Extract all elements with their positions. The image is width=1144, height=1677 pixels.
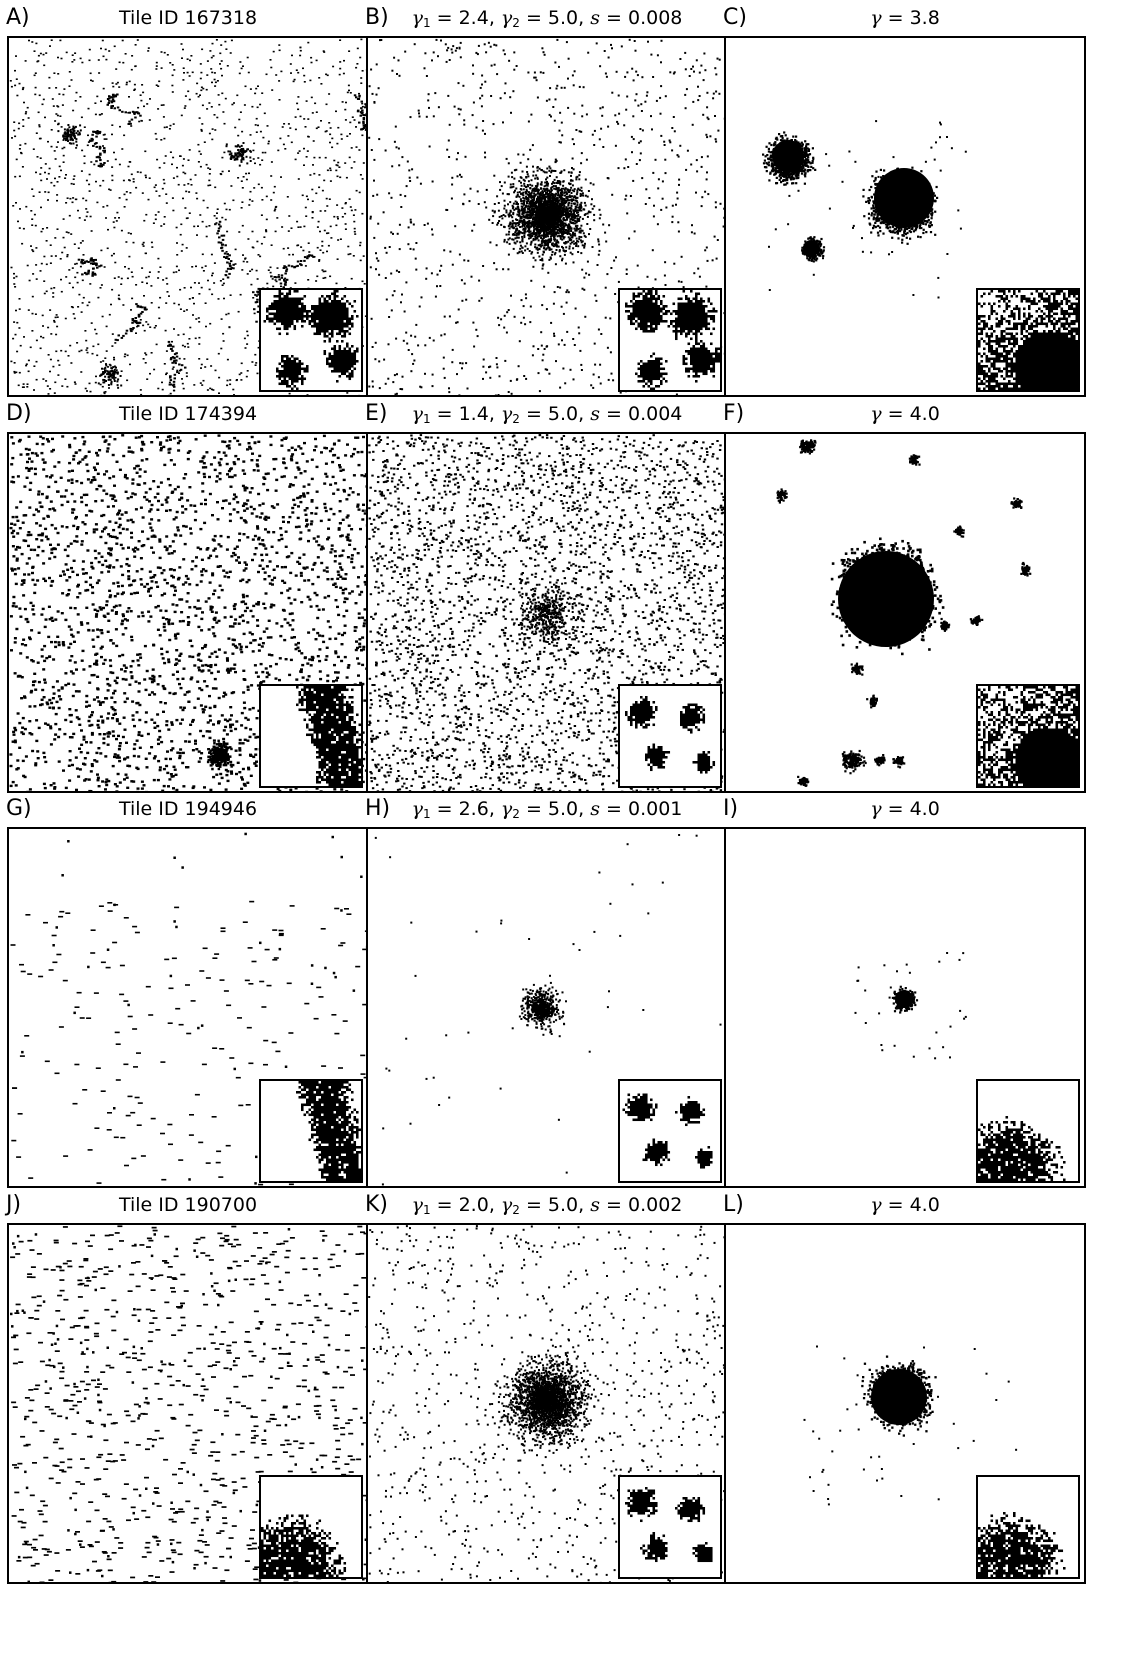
zoom-inset xyxy=(976,684,1080,788)
panel-title: Tile ID 174394 xyxy=(7,403,369,425)
gamma2-value: 5.0 xyxy=(548,403,578,425)
inset-pattern xyxy=(978,1116,1066,1181)
point-pattern xyxy=(776,439,1032,787)
panel-letter: D) xyxy=(6,402,32,426)
point-pattern xyxy=(9,434,367,791)
gamma1-value: 2.4 xyxy=(459,7,489,29)
gamma1-value: 2.0 xyxy=(459,1194,489,1216)
zoom-inset xyxy=(259,1475,363,1579)
zoom-inset xyxy=(618,1079,722,1183)
panel-image xyxy=(724,827,1086,1188)
gamma1-value: 2.6 xyxy=(459,798,489,820)
panel-image xyxy=(366,36,728,397)
panel-title: γ = 3.8 xyxy=(724,7,1086,29)
point-pattern xyxy=(10,1225,367,1582)
panel-title: γ = 4.0 xyxy=(724,1194,1086,1216)
inset-pattern xyxy=(622,1093,713,1169)
panel-e: E) γ1 = 1.4, γ2 = 5.0, s = 0.004 xyxy=(365,396,728,793)
panel-image xyxy=(366,827,728,1188)
panel-l: L) γ = 4.0 xyxy=(723,1187,1086,1584)
gamma-value: 4.0 xyxy=(910,1194,940,1216)
panel-title: Tile ID 167318 xyxy=(7,7,369,29)
panel-title: Tile ID 190700 xyxy=(7,1194,369,1216)
zoom-inset xyxy=(976,288,1080,392)
gamma2-value: 5.0 xyxy=(548,1194,578,1216)
panel-title: γ1 = 2.4, γ2 = 5.0, s = 0.008 xyxy=(366,7,728,34)
panel-j: J) Tile ID 190700 xyxy=(6,1187,369,1584)
gamma-value: 3.8 xyxy=(910,7,940,29)
panel-i: I) γ = 4.0 xyxy=(723,791,1086,1188)
panel-letter: E) xyxy=(365,402,387,426)
panel-letter: C) xyxy=(723,6,747,30)
zoom-inset xyxy=(618,684,722,788)
inset-pattern xyxy=(625,290,720,390)
gamma2-value: 5.0 xyxy=(548,798,578,820)
panel-title: Tile ID 194946 xyxy=(7,798,369,820)
panel-image xyxy=(366,1223,728,1584)
s-value: 0.004 xyxy=(628,403,682,425)
inset-pattern xyxy=(625,1487,713,1563)
panel-g: G) Tile ID 194946 xyxy=(6,791,369,1188)
panel-c: C) γ = 3.8 xyxy=(723,0,1086,397)
point-pattern xyxy=(803,1345,1018,1506)
zoom-inset xyxy=(259,288,363,392)
point-pattern xyxy=(762,120,967,299)
panel-image xyxy=(724,36,1086,397)
panel-title: γ1 = 2.0, γ2 = 5.0, s = 0.002 xyxy=(366,1194,728,1221)
point-pattern xyxy=(854,952,967,1060)
zoom-inset xyxy=(618,288,722,392)
inset-pattern xyxy=(296,1081,361,1181)
inset-pattern xyxy=(261,1514,347,1577)
panel-title: γ = 4.0 xyxy=(724,403,1086,425)
gamma-value: 4.0 xyxy=(910,798,940,820)
panel-f: F) γ = 4.0 xyxy=(723,396,1086,793)
panel-image xyxy=(366,432,728,793)
s-value: 0.001 xyxy=(628,798,682,820)
zoom-inset xyxy=(976,1475,1080,1579)
zoom-inset xyxy=(976,1079,1080,1183)
panel-letter: J) xyxy=(6,1193,21,1217)
panel-image xyxy=(724,432,1086,793)
panel-letter: B) xyxy=(365,6,389,30)
panel-d: D) Tile ID 174394 xyxy=(6,396,369,793)
zoom-inset xyxy=(259,1079,363,1183)
inset-pattern xyxy=(978,290,1078,390)
panel-letter: L) xyxy=(723,1193,744,1217)
zoom-inset xyxy=(618,1475,722,1579)
panel-k: K) γ1 = 2.0, γ2 = 5.0, s = 0.002 xyxy=(365,1187,728,1584)
panel-letter: K) xyxy=(365,1193,388,1217)
panel-image xyxy=(724,1223,1086,1584)
panel-letter: H) xyxy=(365,797,390,821)
panel-image xyxy=(7,1223,369,1584)
zoom-inset xyxy=(259,684,363,788)
panel-title: γ = 4.0 xyxy=(724,798,1086,820)
inset-pattern xyxy=(625,696,716,774)
point-pattern xyxy=(374,834,722,1186)
point-pattern xyxy=(368,38,726,395)
gamma2-value: 5.0 xyxy=(548,7,578,29)
panel-a: A) Tile ID 167318 xyxy=(6,0,369,397)
inset-pattern xyxy=(263,290,359,390)
inset-pattern xyxy=(978,1512,1066,1577)
panel-image xyxy=(7,432,369,793)
panel-b: B) γ1 = 2.4, γ2 = 5.0, s = 0.008 xyxy=(365,0,728,397)
panel-image xyxy=(7,36,369,397)
s-value: 0.008 xyxy=(628,7,682,29)
panel-letter: A) xyxy=(6,6,30,30)
panel-image xyxy=(7,827,369,1188)
gamma1-value: 1.4 xyxy=(459,403,489,425)
panel-letter: I) xyxy=(723,797,738,821)
panel-title: γ1 = 1.4, γ2 = 5.0, s = 0.004 xyxy=(366,403,728,430)
panel-letter: F) xyxy=(723,402,744,426)
inset-pattern xyxy=(978,686,1078,786)
panel-letter: G) xyxy=(6,797,32,821)
s-value: 0.002 xyxy=(628,1194,682,1216)
panel-h: H) γ1 = 2.6, γ2 = 5.0, s = 0.001 xyxy=(365,791,728,1188)
panel-title: γ1 = 2.6, γ2 = 5.0, s = 0.001 xyxy=(366,798,728,825)
gamma-value: 4.0 xyxy=(910,403,940,425)
inset-pattern xyxy=(296,686,361,786)
